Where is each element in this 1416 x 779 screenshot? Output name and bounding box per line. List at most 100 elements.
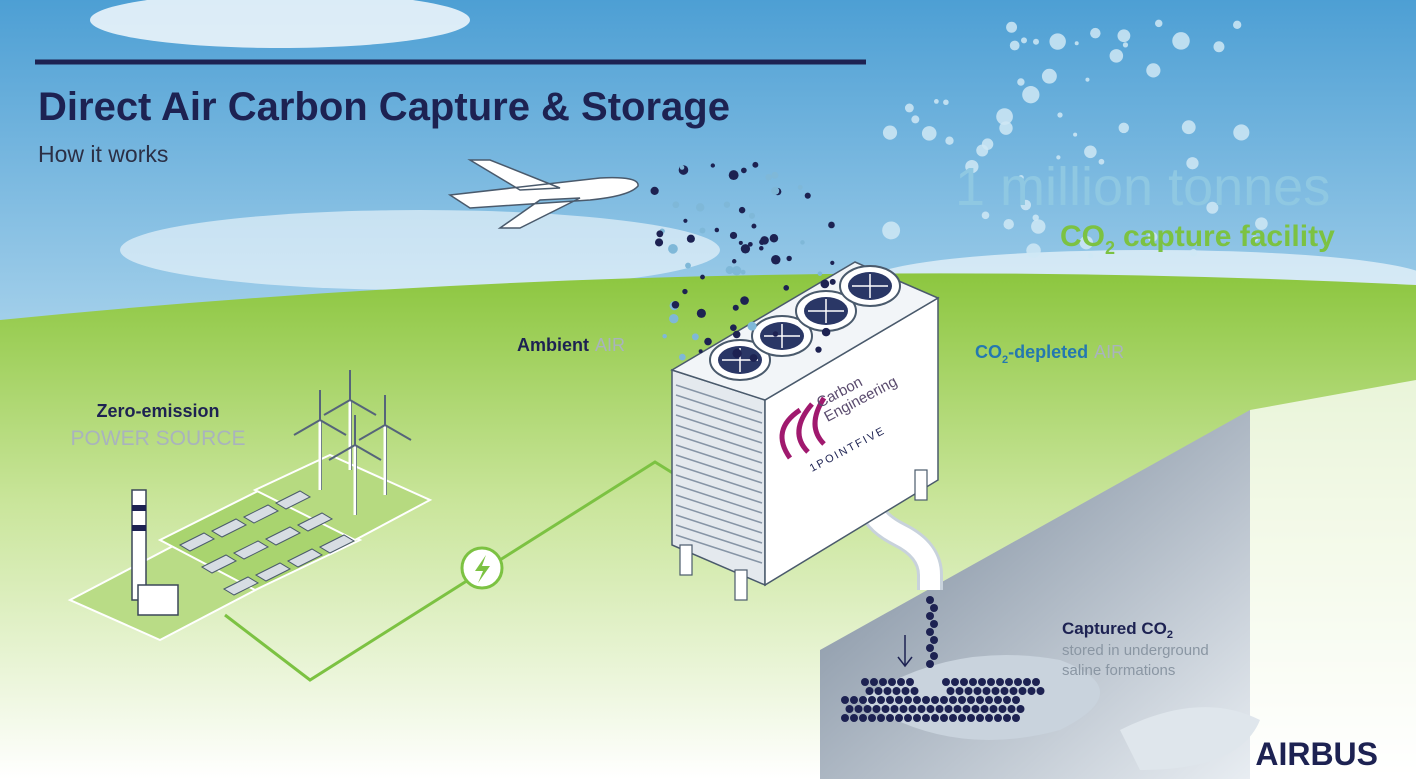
stored-particle: [864, 705, 872, 713]
machine-leg: [735, 570, 747, 600]
co2-particle: [651, 187, 659, 195]
label-bold: -depleted: [1008, 342, 1088, 362]
subtitle: How it works: [38, 141, 168, 167]
stored-particle: [909, 705, 917, 713]
captured-particle: [926, 644, 934, 652]
label-light: AIR: [595, 335, 625, 355]
stored-particle: [985, 696, 993, 704]
co2-particle: [760, 236, 769, 245]
air-particle: [882, 221, 900, 239]
air-particle: [905, 104, 914, 113]
stored-particle: [1037, 687, 1045, 695]
air-particle: [1075, 41, 1079, 45]
co2-particle: [704, 338, 712, 346]
air-particle: [1026, 243, 1041, 258]
co2-particle: [699, 349, 703, 353]
air-particle: [911, 115, 919, 123]
headline-amount: 1 million tonnes: [955, 157, 1330, 217]
stored-particle: [855, 705, 863, 713]
stored-particle: [958, 696, 966, 704]
stored-particle: [895, 696, 903, 704]
stored-particle: [884, 687, 892, 695]
stored-particle: [900, 705, 908, 713]
page: Direct Air Carbon Capture & Storage {"he…: [0, 0, 1416, 779]
air-particle: [1088, 253, 1093, 258]
stored-particle: [983, 687, 991, 695]
co2-particle: [830, 279, 836, 285]
stored-particle: [1012, 714, 1020, 722]
stored-particle: [922, 696, 930, 704]
stored-particle: [913, 696, 921, 704]
stored-particle: [985, 714, 993, 722]
stored-particle: [954, 705, 962, 713]
captured-particle: [930, 604, 938, 612]
stored-particle: [963, 705, 971, 713]
stored-particle: [891, 705, 899, 713]
stored-particle: [936, 705, 944, 713]
air-particle: [1042, 69, 1057, 84]
stored-particle: [877, 696, 885, 704]
stored-particle: [866, 687, 874, 695]
air-particle: [883, 126, 897, 140]
stored-particle: [911, 687, 919, 695]
stored-particle: [1028, 687, 1036, 695]
stored-particle: [1010, 687, 1018, 695]
air-particle: [1146, 63, 1160, 77]
captured-particle: [930, 620, 938, 628]
co2-particle: [822, 328, 830, 336]
stored-particle: [868, 714, 876, 722]
co2-particle: [672, 201, 679, 208]
air-particle: [922, 126, 937, 141]
stored-particle: [978, 678, 986, 686]
cloud: [120, 210, 720, 290]
air-particle: [1073, 133, 1077, 137]
co2-particle: [685, 263, 691, 269]
stored-particle: [1023, 678, 1031, 686]
air-particle: [1182, 120, 1196, 134]
air-particle: [1172, 32, 1190, 50]
co2-particle: [715, 228, 719, 232]
stored-particle: [859, 714, 867, 722]
stored-particle: [841, 714, 849, 722]
stored-particle: [1003, 696, 1011, 704]
stored-particle: [893, 687, 901, 695]
air-particle: [1057, 112, 1062, 117]
co2-particle: [815, 346, 821, 352]
machine-leg: [680, 545, 692, 575]
machine-leg: [915, 470, 927, 500]
stored-particle: [949, 714, 957, 722]
stored-particle: [972, 705, 980, 713]
co2-particle: [783, 285, 789, 291]
air-particle: [1155, 20, 1162, 27]
stored-particle: [947, 687, 955, 695]
co2-particle: [800, 240, 805, 245]
air-particle: [1017, 78, 1024, 85]
co2-particle: [724, 201, 730, 207]
stored-particle: [886, 696, 894, 704]
co2-particle: [828, 222, 835, 229]
co2-particle: [683, 219, 687, 223]
co2-particle: [750, 354, 758, 362]
stored-particle: [1032, 678, 1040, 686]
stored-particle: [904, 696, 912, 704]
co2-particle: [739, 207, 745, 213]
air-particle: [1119, 123, 1129, 133]
captured-particle: [926, 628, 934, 636]
air-particle: [1233, 124, 1249, 140]
air-particle: [1033, 39, 1039, 45]
captured-particle: [926, 612, 934, 620]
co2-particle: [818, 271, 823, 276]
stored-particle: [895, 714, 903, 722]
air-particle: [934, 99, 939, 104]
stored-particle: [902, 687, 910, 695]
stored-particle: [897, 678, 905, 686]
stored-particle: [990, 705, 998, 713]
stored-particle: [967, 696, 975, 704]
stored-particle: [967, 714, 975, 722]
air-particle: [1003, 219, 1013, 229]
stored-particle: [981, 705, 989, 713]
co2-particle: [733, 331, 741, 339]
chimney-band: [132, 525, 146, 531]
co2-particle: [820, 279, 829, 288]
stored-particle: [965, 687, 973, 695]
